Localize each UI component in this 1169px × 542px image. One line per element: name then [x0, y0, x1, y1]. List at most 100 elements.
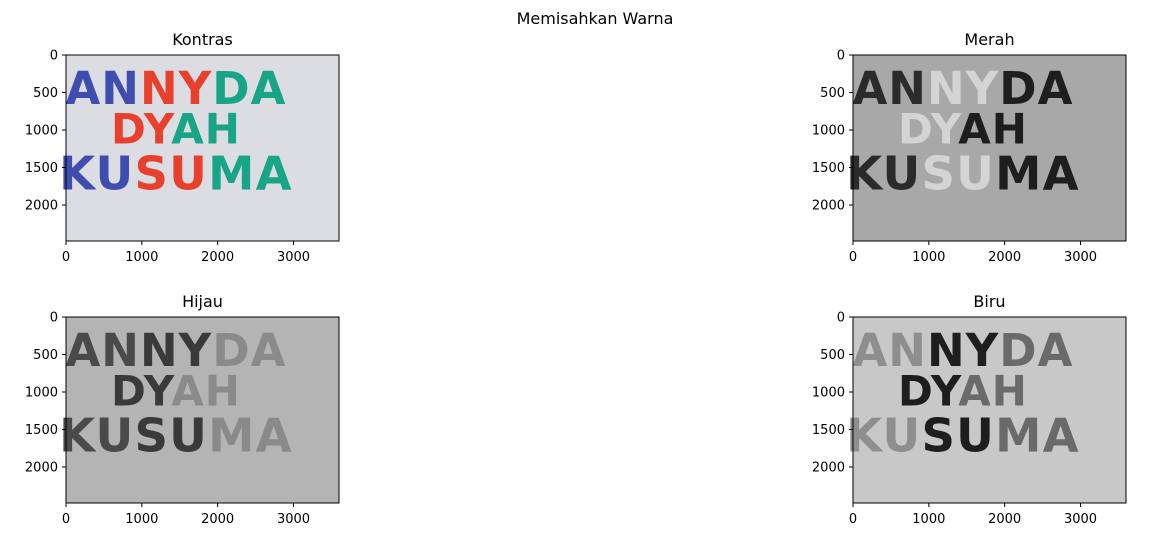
y-tick-label: 2000: [25, 199, 58, 214]
axes-frame: [852, 54, 1127, 242]
image-text-line: DYAH: [898, 105, 1028, 154]
image-area: [66, 55, 339, 241]
y-tick-label: 500: [820, 348, 845, 363]
y-tick-label: 1500: [25, 423, 58, 438]
image-area: [853, 55, 1126, 241]
image-letter: N: [140, 324, 179, 377]
x-tick-label: 0: [62, 250, 70, 265]
image-letter: S: [134, 408, 169, 462]
y-tick-label: 0: [50, 49, 58, 64]
image-letter: H: [205, 367, 241, 416]
x-tick-label: 3000: [277, 512, 310, 527]
x-tick-label: 0: [849, 512, 857, 527]
image-letter: H: [992, 105, 1028, 154]
image-letter: A: [171, 105, 205, 154]
image-letter: N: [101, 324, 140, 377]
image-letter: Y: [965, 62, 1000, 115]
image-text-line: KUSUMA: [59, 146, 293, 200]
image-letter: A: [65, 324, 101, 377]
image-text-line: KUSUMA: [846, 408, 1080, 462]
axes-frame: [65, 54, 340, 242]
image-letter: Y: [178, 62, 213, 115]
image-letter: D: [898, 105, 931, 154]
axes-frame: [65, 316, 340, 504]
x-tick-label: 2000: [201, 512, 234, 527]
image-letter: U: [169, 146, 208, 200]
image-letter: M: [208, 408, 255, 462]
y-tick-label: 1500: [812, 161, 845, 176]
image-letter: A: [1038, 62, 1074, 115]
image-letter: M: [995, 146, 1042, 200]
x-tick-label: 1000: [912, 250, 945, 265]
y-tick-label: 1000: [812, 386, 845, 401]
image-text-line: ANNYDA: [65, 62, 286, 115]
image-text-line: KUSUMA: [846, 146, 1080, 200]
image-text-line: ANNYDA: [65, 324, 286, 377]
image-letter: N: [140, 62, 179, 115]
image-area: [853, 317, 1126, 503]
image-letter: M: [208, 146, 255, 200]
image-letter: A: [256, 146, 293, 200]
x-tick-label: 3000: [277, 250, 310, 265]
image-letter: D: [999, 324, 1037, 377]
image-letter: N: [888, 324, 927, 377]
image-letter: Y: [143, 367, 175, 416]
image-letter: A: [251, 324, 287, 377]
image-letter: N: [927, 62, 966, 115]
subplot-title: Merah: [964, 30, 1014, 49]
y-tick-label: 2000: [812, 461, 845, 476]
image-letter: K: [846, 408, 884, 462]
y-tick-label: 500: [33, 86, 58, 101]
x-tick-label: 1000: [125, 512, 158, 527]
subplot-title: Biru: [973, 292, 1005, 311]
subplot-title: Hijau: [182, 292, 223, 311]
image-letter: A: [852, 62, 888, 115]
image-letter: H: [205, 105, 241, 154]
image-text-line: ANNYDA: [852, 324, 1073, 377]
image-letter: Y: [930, 105, 962, 154]
image-letter: N: [927, 324, 966, 377]
image-letter: U: [956, 146, 995, 200]
image-letter: S: [921, 408, 956, 462]
image-text-line: ANNYDA: [852, 62, 1073, 115]
y-tick-label: 1500: [25, 161, 58, 176]
image-letter: A: [65, 62, 101, 115]
image-letter: A: [171, 367, 205, 416]
image-letter: N: [101, 62, 140, 115]
image-letter: A: [1038, 324, 1074, 377]
image-letter: Y: [143, 105, 175, 154]
image-letter: U: [169, 408, 208, 462]
image-letter: Y: [178, 324, 213, 377]
y-tick-label: 500: [820, 86, 845, 101]
x-tick-label: 0: [62, 512, 70, 527]
image-letter: A: [958, 105, 992, 154]
image-letter: U: [956, 408, 995, 462]
y-tick-label: 1000: [25, 124, 58, 139]
image-letter: K: [846, 146, 884, 200]
image-letter: Y: [930, 367, 962, 416]
image-letter: Y: [965, 324, 1000, 377]
image-letter: K: [59, 408, 97, 462]
image-letter: S: [134, 146, 169, 200]
image-area: [66, 317, 339, 503]
image-letter: A: [1043, 408, 1080, 462]
image-letter: U: [883, 146, 922, 200]
image-letter: U: [96, 146, 135, 200]
image-letter: S: [921, 146, 956, 200]
y-tick-label: 0: [837, 49, 845, 64]
x-tick-label: 3000: [1064, 512, 1097, 527]
image-letter: A: [852, 324, 888, 377]
image-letter: N: [888, 62, 927, 115]
y-tick-label: 1000: [812, 124, 845, 139]
x-tick-label: 1000: [125, 250, 158, 265]
image-text-line: KUSUMA: [59, 408, 293, 462]
x-tick-label: 2000: [988, 250, 1021, 265]
image-letter: D: [111, 367, 144, 416]
y-tick-label: 0: [50, 311, 58, 326]
x-tick-label: 2000: [201, 250, 234, 265]
y-tick-label: 2000: [25, 461, 58, 476]
image-letter: D: [212, 324, 250, 377]
